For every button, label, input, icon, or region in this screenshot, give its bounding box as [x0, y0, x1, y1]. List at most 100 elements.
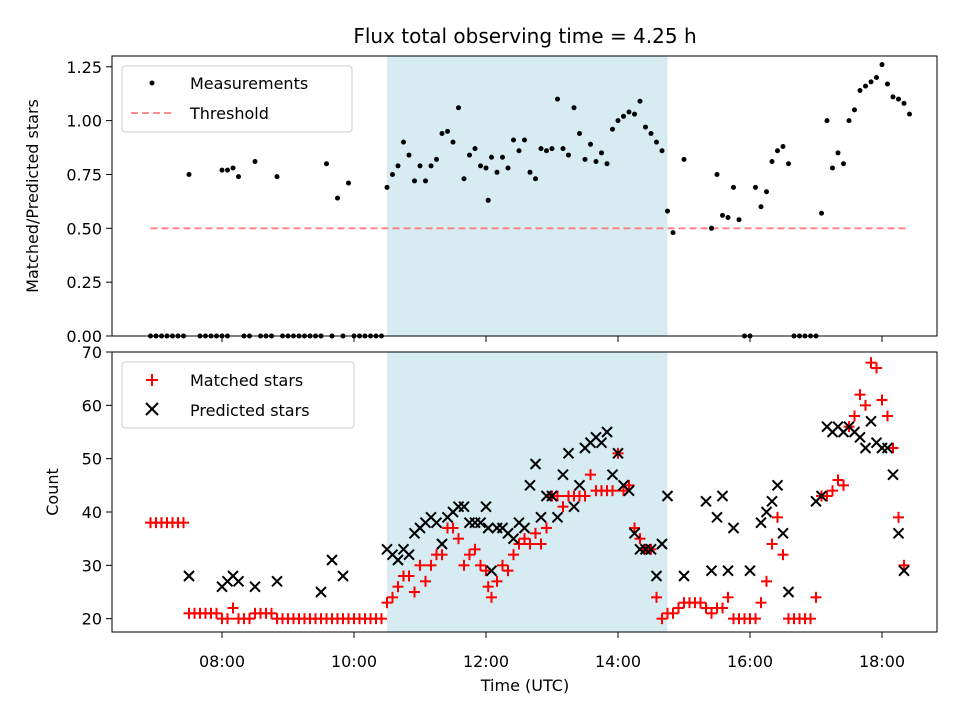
measurement-point: [406, 152, 412, 158]
y-tick-label: 1.25: [66, 58, 102, 77]
measurement-point: [775, 148, 780, 154]
measurement-point: [516, 148, 522, 154]
top-shaded-span: [387, 56, 668, 336]
matched-star-point: [700, 602, 712, 614]
matched-star-point: [579, 490, 591, 502]
legend-predicted-marker: [145, 402, 159, 416]
bottom-plot-frame: [111, 351, 938, 633]
predicted-star-point: [755, 516, 767, 529]
predicted-star-point: [661, 490, 674, 502]
matched-star-point: [469, 543, 481, 555]
y-tick-label: 0.75: [66, 165, 102, 184]
measurement-point: [346, 180, 351, 186]
matched-star-point: [838, 479, 849, 491]
measurement-point: [731, 184, 736, 190]
measurement-point: [588, 141, 593, 147]
predicted-star-point: [573, 479, 586, 492]
predicted-star-point: [183, 570, 195, 582]
measurement-point: [186, 171, 192, 177]
legend-matched-marker: [146, 374, 158, 386]
bottom-y-axis: 20 30 40 50 60 70: [82, 343, 112, 629]
bottom-panel: 20 30 40 50 60 70 08:00 10:00 12:00 14:00 16:00 18…: [43, 343, 938, 695]
measurement-point: [472, 146, 478, 152]
measurement-point: [230, 165, 236, 171]
measurement-point: [494, 169, 500, 175]
matched-star-point: [211, 607, 222, 619]
predicted-star-point: [551, 511, 564, 524]
measurement-point: [555, 96, 560, 102]
measurement-point: [544, 148, 549, 154]
measurement-point: [445, 128, 450, 134]
matched-star-point: [772, 511, 783, 523]
matched-star-point: [810, 591, 822, 603]
measurement-point: [522, 137, 527, 143]
matched-star-point: [222, 613, 233, 625]
predicted-star-point: [727, 522, 740, 534]
predicted-star-point: [337, 570, 349, 582]
measurement-point: [863, 83, 868, 89]
y-tick-label: 20: [82, 610, 102, 629]
matched-star-point: [821, 490, 833, 502]
bottom-legend: Matched stars Predicted stars: [121, 361, 355, 429]
matched-star-point: [898, 559, 910, 571]
measurement-point: [456, 105, 461, 111]
measurement-point: [907, 111, 912, 117]
x-tick-label: 14:00: [595, 652, 641, 671]
predicted-star-point: [518, 522, 531, 534]
predicted-star-point: [232, 575, 245, 588]
predicted-star-point: [716, 490, 729, 502]
predicted-star-point: [678, 570, 690, 582]
predicted-star-point: [601, 426, 613, 438]
matched-star-point: [530, 527, 541, 539]
measurement-point: [758, 204, 764, 210]
matched-star-point: [673, 602, 684, 614]
legend-measurements-marker: [149, 80, 155, 86]
measurement-point: [450, 139, 456, 145]
predicted-star-point: [782, 586, 795, 598]
matched-star-point: [482, 581, 494, 593]
measurement-point: [423, 178, 428, 184]
predicted-star-point: [568, 500, 580, 513]
measurement-point: [395, 163, 401, 169]
x-tick-label: 12:00: [463, 652, 509, 671]
matched-star-point: [876, 394, 888, 406]
measurement-point: [500, 154, 505, 160]
predicted-star-point: [760, 506, 773, 518]
legend-measurements-label: Measurements: [190, 74, 308, 93]
matched-star-point: [805, 613, 816, 625]
matched-star-point: [717, 602, 728, 614]
predicted-star-point: [700, 495, 712, 508]
predicted-star-points: [183, 415, 910, 598]
matched-star-point: [832, 474, 844, 486]
matched-star-point: [585, 469, 596, 481]
predicted-star-point: [249, 580, 261, 593]
matched-star-point: [854, 389, 866, 401]
measurement-point: [709, 225, 714, 231]
predicted-star-point: [771, 479, 784, 492]
measurement-point: [511, 137, 516, 143]
matched-star-point: [502, 565, 514, 577]
predicted-star-point: [777, 527, 789, 540]
predicted-star-point: [705, 564, 718, 577]
predicted-star-point: [612, 447, 624, 460]
measurement-point: [324, 161, 329, 167]
predicted-star-point: [887, 468, 899, 481]
predicted-star-point: [606, 468, 619, 481]
measurement-point: [461, 176, 467, 182]
y-tick-label: 0.50: [66, 219, 102, 238]
predicted-star-point: [485, 564, 498, 577]
matched-star-point: [409, 586, 420, 598]
predicted-star-point: [711, 511, 723, 524]
predicted-star-point: [650, 570, 663, 582]
matched-star-point: [475, 559, 486, 571]
predicted-star-point: [326, 554, 338, 566]
top-y-axis: 0.00 0.25 0.50 0.75 1.00 1.25: [66, 58, 112, 346]
matched-star-point: [667, 607, 679, 619]
measurement-point: [582, 156, 588, 162]
predicted-star-point: [645, 543, 657, 556]
measurement-point: [577, 131, 582, 137]
measurement-point: [637, 98, 643, 104]
measurement-point: [753, 184, 758, 190]
measurement-point: [648, 131, 654, 137]
matched-star-point: [557, 501, 569, 513]
